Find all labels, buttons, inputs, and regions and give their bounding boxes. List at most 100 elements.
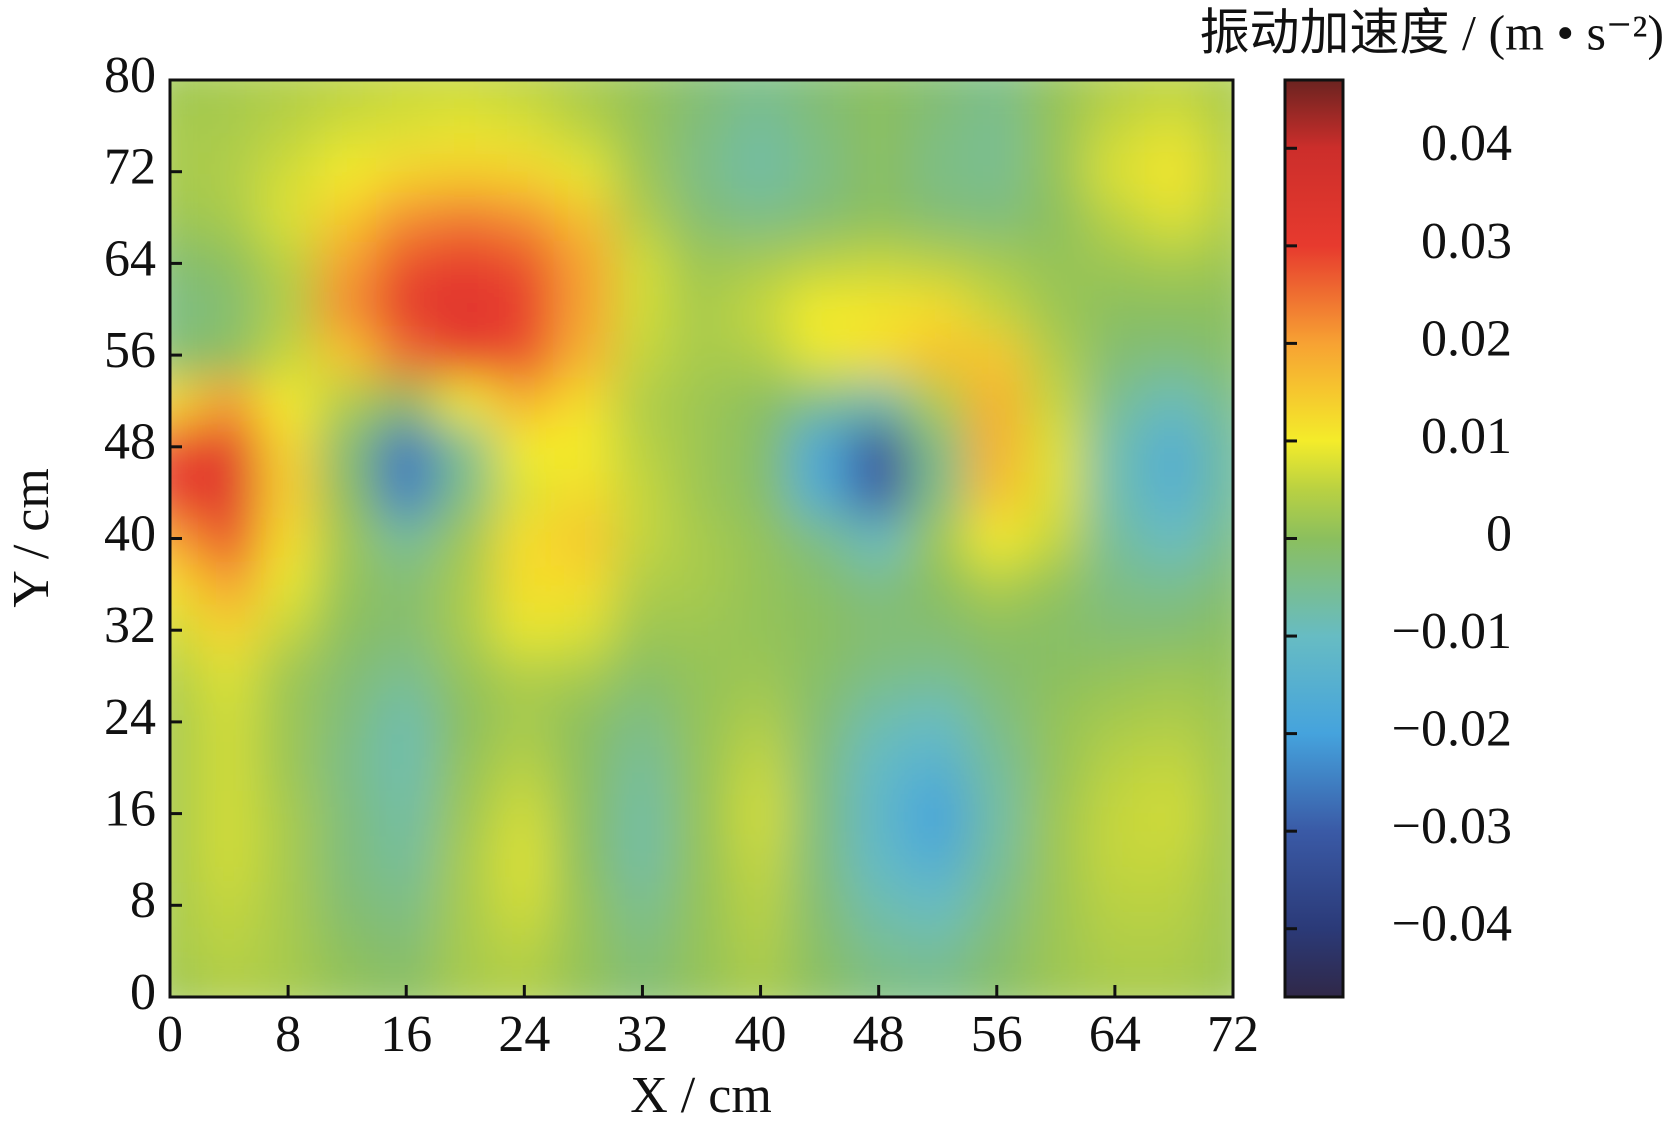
heat-cell xyxy=(966,469,1027,517)
heat-cell xyxy=(258,698,319,746)
heat-cell xyxy=(966,790,1027,838)
heat-cell xyxy=(1025,652,1086,700)
heat-cell xyxy=(789,102,850,150)
heat-cell xyxy=(170,927,201,975)
heat-cell xyxy=(199,102,260,150)
heat-cell xyxy=(435,790,496,838)
heat-cell xyxy=(1084,836,1145,883)
heat-cell xyxy=(553,80,614,104)
heat-cell xyxy=(553,652,614,700)
heat-cell xyxy=(494,331,555,379)
heat-cell xyxy=(1025,560,1086,608)
heatmap-area xyxy=(170,80,1233,997)
heat-cell xyxy=(1084,744,1145,792)
heat-cell xyxy=(612,606,673,654)
heat-cell xyxy=(376,790,437,838)
heat-cell xyxy=(789,515,850,562)
y-axis-label: Y / cm xyxy=(3,468,60,608)
heat-cell xyxy=(199,80,260,104)
heat-cell xyxy=(258,744,319,792)
heat-cell xyxy=(376,285,437,333)
heat-cell xyxy=(966,698,1027,746)
heat-cell xyxy=(494,652,555,700)
heat-cell xyxy=(494,515,555,562)
heat-cell xyxy=(1084,606,1145,654)
heat-cell xyxy=(612,652,673,700)
heat-cell xyxy=(199,285,260,333)
heat-cell xyxy=(671,80,732,104)
heat-cell xyxy=(170,377,201,425)
heat-cell xyxy=(317,469,378,517)
heat-cell xyxy=(789,377,850,425)
heat-cell xyxy=(1143,973,1204,997)
heat-cell xyxy=(553,285,614,333)
heat-cell xyxy=(730,239,791,287)
heat-cell xyxy=(966,285,1027,333)
heat-cell xyxy=(494,194,555,241)
heatmap-cells xyxy=(170,80,1233,997)
heat-cell xyxy=(1143,790,1204,838)
heat-cell xyxy=(848,698,909,746)
heat-cell xyxy=(376,515,437,562)
heat-cell xyxy=(671,836,732,883)
heat-cell xyxy=(907,331,968,379)
heat-cell xyxy=(612,194,673,241)
heat-cell xyxy=(848,469,909,517)
heat-cell xyxy=(1143,194,1204,241)
heat-cell xyxy=(907,80,968,104)
heat-cell xyxy=(553,377,614,425)
heat-cell xyxy=(671,377,732,425)
y-tick-label: 48 xyxy=(104,414,156,471)
heat-cell xyxy=(612,560,673,608)
heat-cell xyxy=(1025,469,1086,517)
heat-cell xyxy=(170,744,201,792)
heat-cell xyxy=(170,285,201,333)
heat-cell xyxy=(1084,102,1145,150)
heat-cell xyxy=(435,744,496,792)
heat-cell xyxy=(1025,698,1086,746)
heat-cell xyxy=(671,560,732,608)
heat-cell xyxy=(317,423,378,471)
heat-cell xyxy=(907,194,968,241)
heat-cell xyxy=(199,790,260,838)
heat-cell xyxy=(1202,423,1233,471)
heat-cell xyxy=(730,515,791,562)
heat-cell xyxy=(170,102,201,150)
heat-cell xyxy=(1025,331,1086,379)
heat-cell xyxy=(376,148,437,196)
heat-cell xyxy=(848,790,909,838)
heat-cell xyxy=(789,973,850,997)
heat-cell xyxy=(1084,80,1145,104)
heat-cell xyxy=(553,194,614,241)
heat-cell xyxy=(671,423,732,471)
x-axis-label: X / cm xyxy=(630,1067,772,1124)
heat-cell xyxy=(1202,881,1233,929)
heat-cell xyxy=(907,973,968,997)
heat-cell xyxy=(435,469,496,517)
heat-cell xyxy=(494,239,555,287)
heat-cell xyxy=(199,560,260,608)
heat-cell xyxy=(199,377,260,425)
heat-cell xyxy=(376,239,437,287)
heat-cell xyxy=(671,194,732,241)
heat-cell xyxy=(848,836,909,883)
heat-cell xyxy=(435,515,496,562)
heat-cell xyxy=(1202,80,1233,104)
heat-cell xyxy=(671,515,732,562)
heat-cell xyxy=(1202,606,1233,654)
heat-cell xyxy=(1084,469,1145,517)
y-tick-label: 8 xyxy=(130,872,156,929)
heat-cell xyxy=(1084,377,1145,425)
heat-cell xyxy=(1084,239,1145,287)
heat-cell xyxy=(730,698,791,746)
heat-cell xyxy=(553,973,614,997)
heat-cell xyxy=(199,836,260,883)
heat-cell xyxy=(612,331,673,379)
heat-cell xyxy=(435,560,496,608)
heat-cell xyxy=(730,377,791,425)
heat-cell xyxy=(966,744,1027,792)
heat-cell xyxy=(671,102,732,150)
heat-cell xyxy=(435,836,496,883)
heat-cell xyxy=(907,652,968,700)
